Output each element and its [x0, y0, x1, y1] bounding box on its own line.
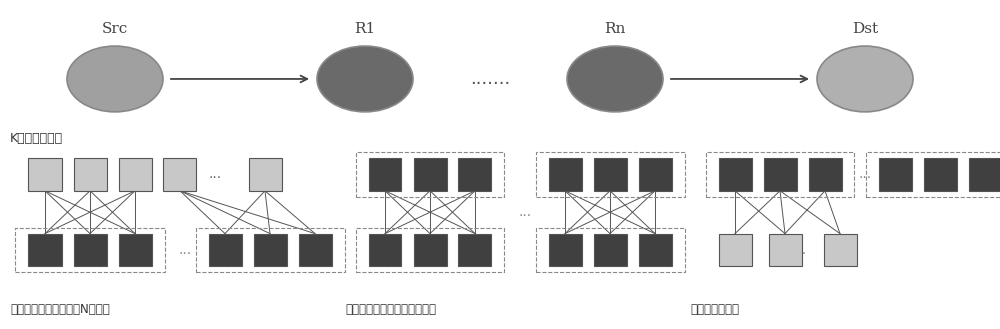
Text: K个原始数据包: K个原始数据包: [10, 132, 63, 145]
FancyBboxPatch shape: [718, 234, 752, 266]
Ellipse shape: [817, 46, 913, 112]
FancyBboxPatch shape: [209, 234, 242, 266]
Text: R1: R1: [354, 22, 376, 36]
Text: ...: ...: [178, 243, 192, 257]
Text: Rn: Rn: [604, 22, 626, 36]
Text: Dst: Dst: [852, 22, 878, 36]
Text: ...: ...: [858, 167, 872, 181]
FancyBboxPatch shape: [594, 234, 626, 266]
FancyBboxPatch shape: [368, 158, 401, 191]
Text: ...: ...: [518, 205, 532, 219]
FancyBboxPatch shape: [639, 158, 672, 191]
FancyBboxPatch shape: [163, 158, 196, 191]
FancyBboxPatch shape: [548, 234, 582, 266]
FancyBboxPatch shape: [28, 158, 62, 191]
FancyBboxPatch shape: [74, 158, 106, 191]
FancyBboxPatch shape: [414, 234, 446, 266]
FancyBboxPatch shape: [74, 234, 106, 266]
Text: ...: ...: [793, 243, 807, 257]
FancyBboxPatch shape: [119, 234, 152, 266]
FancyBboxPatch shape: [808, 158, 842, 191]
Text: 外码：喷泉码，编码出N个批次: 外码：喷泉码，编码出N个批次: [10, 303, 110, 316]
FancyBboxPatch shape: [594, 158, 626, 191]
Ellipse shape: [567, 46, 663, 112]
FancyBboxPatch shape: [879, 158, 912, 191]
Text: 内码：中间节点进行网络编码: 内码：中间节点进行网络编码: [345, 303, 436, 316]
FancyBboxPatch shape: [254, 234, 287, 266]
FancyBboxPatch shape: [924, 158, 956, 191]
FancyBboxPatch shape: [458, 234, 491, 266]
Ellipse shape: [67, 46, 163, 112]
FancyBboxPatch shape: [968, 158, 1000, 191]
Ellipse shape: [317, 46, 413, 112]
FancyBboxPatch shape: [298, 234, 332, 266]
Text: 恢复原始数据包: 恢复原始数据包: [690, 303, 739, 316]
Text: Src: Src: [102, 22, 128, 36]
FancyBboxPatch shape: [248, 158, 282, 191]
FancyBboxPatch shape: [764, 158, 797, 191]
FancyBboxPatch shape: [718, 158, 752, 191]
FancyBboxPatch shape: [414, 158, 446, 191]
FancyBboxPatch shape: [368, 234, 401, 266]
FancyBboxPatch shape: [548, 158, 582, 191]
Text: .......: .......: [470, 70, 510, 88]
FancyBboxPatch shape: [119, 158, 152, 191]
FancyBboxPatch shape: [769, 234, 802, 266]
FancyBboxPatch shape: [458, 158, 491, 191]
Text: ...: ...: [208, 167, 222, 181]
FancyBboxPatch shape: [639, 234, 672, 266]
FancyBboxPatch shape: [824, 234, 856, 266]
FancyBboxPatch shape: [28, 234, 62, 266]
